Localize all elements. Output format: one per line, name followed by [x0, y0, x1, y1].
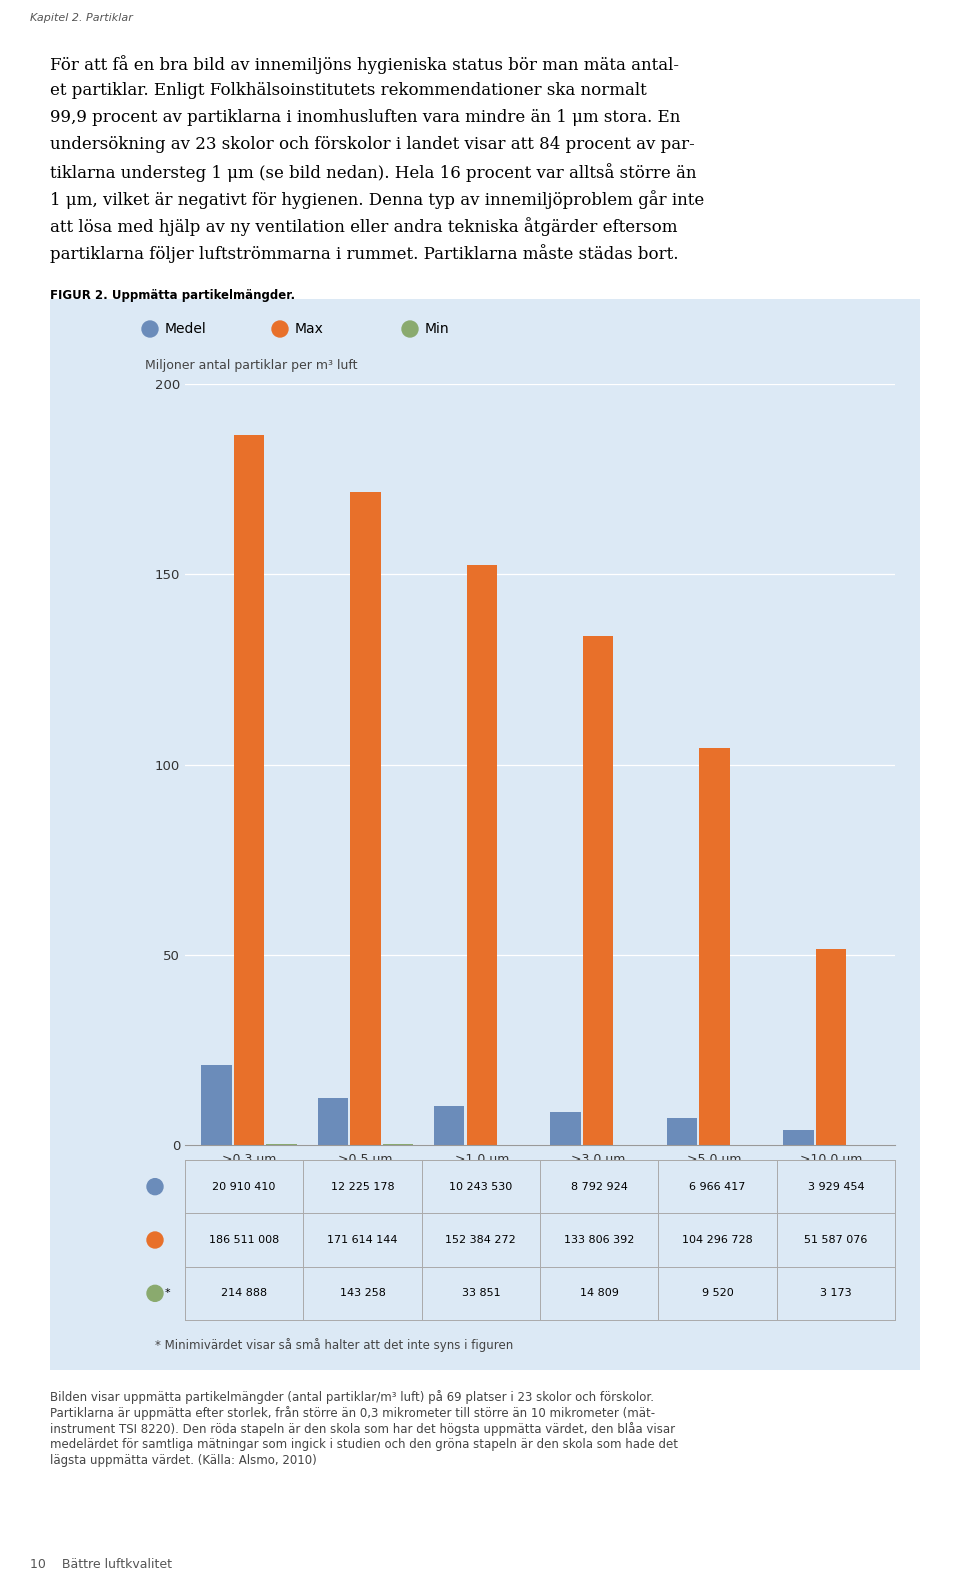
- Text: 186 511 008: 186 511 008: [209, 1235, 279, 1244]
- Text: 51 587 076: 51 587 076: [804, 1235, 868, 1244]
- Text: Min: Min: [425, 322, 449, 336]
- Text: 10    Bättre luftkvalitet: 10 Bättre luftkvalitet: [30, 1558, 172, 1571]
- Bar: [583, 636, 613, 1144]
- Text: 133 806 392: 133 806 392: [564, 1235, 635, 1244]
- Text: *: *: [165, 1289, 171, 1298]
- Bar: [467, 566, 497, 1144]
- Text: partiklarna följer luftströmmarna i rummet. Partiklarna måste städas bort.: partiklarna följer luftströmmarna i rumm…: [50, 244, 679, 263]
- Bar: [350, 491, 380, 1144]
- Circle shape: [147, 1232, 163, 1247]
- Bar: [234, 436, 264, 1144]
- Text: att lösa med hjälp av ny ventilation eller andra tekniska åtgärder eftersom: att lösa med hjälp av ny ventilation ell…: [50, 217, 678, 236]
- Bar: [667, 1119, 697, 1144]
- Circle shape: [142, 322, 158, 338]
- Circle shape: [402, 322, 418, 338]
- Circle shape: [147, 1179, 163, 1195]
- Text: Kapitel 2. Partiklar: Kapitel 2. Partiklar: [30, 13, 132, 24]
- Text: 10 243 530: 10 243 530: [449, 1182, 513, 1192]
- Text: 152 384 272: 152 384 272: [445, 1235, 516, 1244]
- Text: Partiklarna är uppmätta efter storlek, från större än 0,3 mikrometer till större: Partiklarna är uppmätta efter storlek, f…: [50, 1406, 655, 1420]
- Circle shape: [147, 1285, 163, 1301]
- Text: Medel: Medel: [165, 322, 206, 336]
- Text: 104 296 728: 104 296 728: [683, 1235, 753, 1244]
- Bar: [434, 1106, 465, 1144]
- Text: et partiklar. Enligt Folkhälsoinstitutets rekommendationer ska normalt: et partiklar. Enligt Folkhälsoinstitutet…: [50, 82, 647, 98]
- Text: 214 888: 214 888: [221, 1289, 267, 1298]
- Text: 99,9 procent av partiklarna i inomhusluften vara mindre än 1 μm stora. En: 99,9 procent av partiklarna i inomhusluf…: [50, 109, 681, 125]
- Text: Bilden visar uppmätta partikelmängder (antal partiklar/m³ luft) på 69 platser i : Bilden visar uppmätta partikelmängder (a…: [50, 1390, 654, 1404]
- Text: FIGUR 2. Uppmätta partikelmängder.: FIGUR 2. Uppmätta partikelmängder.: [50, 288, 295, 303]
- Text: 8 792 924: 8 792 924: [571, 1182, 628, 1192]
- Text: Partikelstorlek: Partikelstorlek: [806, 1244, 895, 1257]
- Text: 14 809: 14 809: [580, 1289, 618, 1298]
- Text: instrument TSI 8220). Den röda stapeln är den skola som har det högsta uppmätta : instrument TSI 8220). Den röda stapeln ä…: [50, 1422, 675, 1436]
- Bar: [318, 1098, 348, 1144]
- Bar: [550, 1111, 581, 1144]
- Text: För att få en bra bild av innemiljöns hygieniska status bör man mäta antal-: För att få en bra bild av innemiljöns hy…: [50, 55, 679, 74]
- Text: 33 851: 33 851: [462, 1289, 500, 1298]
- Bar: [202, 1065, 231, 1144]
- Text: Miljoner antal partiklar per m³ luft: Miljoner antal partiklar per m³ luft: [145, 358, 357, 372]
- FancyBboxPatch shape: [50, 300, 920, 1369]
- Text: Max: Max: [295, 322, 324, 336]
- Bar: [816, 949, 846, 1144]
- Bar: [783, 1130, 813, 1144]
- Text: lägsta uppmätta värdet. (Källa: Alsmo, 2010): lägsta uppmätta värdet. (Källa: Alsmo, 2…: [50, 1453, 317, 1468]
- Text: 12 225 178: 12 225 178: [330, 1182, 395, 1192]
- Bar: [700, 748, 730, 1144]
- Text: 6 966 417: 6 966 417: [689, 1182, 746, 1192]
- Text: 9 520: 9 520: [702, 1289, 733, 1298]
- Text: 20 910 410: 20 910 410: [212, 1182, 276, 1192]
- Text: undersökning av 23 skolor och förskolor i landet visar att 84 procent av par-: undersökning av 23 skolor och förskolor …: [50, 136, 695, 154]
- Circle shape: [272, 322, 288, 338]
- Text: 1 μm, vilket är negativt för hygienen. Denna typ av innemiljöproblem går inte: 1 μm, vilket är negativt för hygienen. D…: [50, 190, 705, 209]
- Text: 3 173: 3 173: [820, 1289, 852, 1298]
- Text: 143 258: 143 258: [340, 1289, 385, 1298]
- Text: medelärdet för samtliga mätningar som ingick i studien och den gröna stapeln är : medelärdet för samtliga mätningar som in…: [50, 1438, 678, 1450]
- Text: 171 614 144: 171 614 144: [327, 1235, 397, 1244]
- Text: tiklarna understeg 1 μm (se bild nedan). Hela 16 procent var alltså större än: tiklarna understeg 1 μm (se bild nedan).…: [50, 163, 697, 182]
- Text: 3 929 454: 3 929 454: [807, 1182, 864, 1192]
- Text: * Minimivärdet visar så små halter att det inte syns i figuren: * Minimivärdet visar så små halter att d…: [155, 1338, 514, 1352]
